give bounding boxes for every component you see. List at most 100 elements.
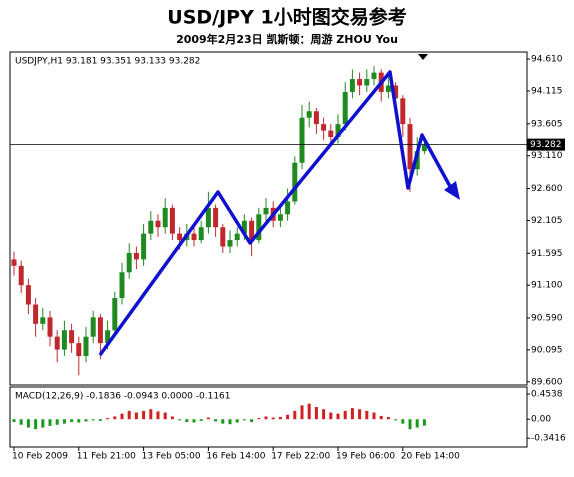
candle-body (83, 336, 89, 357)
y-tick-label: -0.3416 (531, 434, 566, 444)
macd-bar (293, 410, 297, 420)
macd-bar (192, 419, 196, 423)
candle-body (177, 233, 183, 241)
macd-bar (120, 413, 124, 420)
zigzag-line (98, 70, 454, 357)
candle-body (357, 79, 363, 86)
shift-marker (418, 54, 428, 60)
candle-body (169, 207, 175, 234)
candle-body (97, 317, 103, 344)
candle-body (335, 124, 341, 138)
x-tick-label: 11 Feb 21:00 (77, 452, 136, 462)
macd-bar (372, 412, 376, 420)
candle-body (198, 227, 204, 241)
macd-bar (12, 419, 16, 422)
macd-bar (415, 419, 419, 428)
macd-bar (70, 419, 74, 422)
candle-body (61, 330, 67, 350)
candle-body (33, 304, 39, 324)
candle-body (234, 233, 240, 241)
macd-bar (379, 415, 383, 420)
macd-bar (271, 417, 275, 420)
candle-body (126, 252, 132, 273)
candle-body (313, 111, 319, 125)
macd-bar (55, 419, 59, 425)
macd-bar (34, 419, 38, 430)
macd-bar (170, 416, 174, 420)
x-tick-label: 16 Feb 14:00 (206, 452, 265, 462)
candle-body (306, 111, 312, 118)
macd-bar (77, 419, 81, 423)
macd-bar (228, 419, 232, 425)
candle-body (407, 124, 413, 170)
macd-bar (142, 410, 146, 420)
macd-bar (358, 409, 362, 420)
y-tick-label: 92.105 (531, 216, 563, 226)
candle-body (191, 233, 197, 241)
macd-bar (26, 419, 30, 428)
candle-body (371, 72, 377, 80)
candle-body (18, 265, 24, 286)
y-tick-label: 91.100 (531, 281, 563, 291)
x-tick-label: 20 Feb 14:00 (401, 452, 460, 462)
candle-body (213, 207, 219, 228)
candle-body (263, 207, 269, 215)
macd-bar (235, 419, 239, 423)
candle-body (105, 330, 111, 344)
macd-bar (401, 419, 405, 424)
macd-bar (48, 419, 52, 426)
x-tick-label: 13 Feb 05:00 (142, 452, 201, 462)
candle-body (400, 98, 406, 125)
candle-body (299, 117, 305, 163)
candle-body (90, 317, 96, 337)
macd-bar (221, 419, 225, 424)
candle-body (162, 207, 168, 228)
macd-bar (336, 413, 340, 420)
candle-body (385, 85, 391, 92)
y-tick-label: 0.4538 (531, 390, 563, 400)
candle-body (119, 272, 125, 299)
candle-body (249, 220, 255, 241)
macd-bar (84, 419, 88, 422)
macd-bar (343, 410, 347, 420)
zigzag-annotation (98, 70, 460, 357)
candle-body (148, 220, 154, 234)
macd-bar (264, 416, 268, 420)
candle-body (285, 201, 291, 215)
y-tick-label: 94.610 (531, 55, 563, 65)
macd-bar (322, 409, 326, 420)
macd-bar (62, 419, 66, 424)
macd-legend: MACD(12,26,9) -0.1836 -0.0943 0.0000 -0.… (15, 392, 231, 402)
macd-bar (350, 408, 354, 420)
last-price-box (527, 138, 565, 151)
candle-body (321, 124, 327, 131)
candle-body (349, 79, 355, 92)
candle-body (155, 220, 161, 228)
macd-bar (156, 411, 160, 420)
y-tick-label: 92.600 (531, 184, 563, 194)
macd-bar (199, 419, 203, 421)
macd-panel (9, 386, 528, 448)
candle-body (76, 343, 82, 357)
x-tick-label: 10 Feb 2009 (12, 452, 68, 462)
candle-body (227, 240, 233, 247)
candle-body (69, 330, 75, 344)
candle-body (141, 233, 147, 260)
macd-bar (286, 414, 290, 420)
y-tick-label: 93.110 (531, 151, 563, 161)
macd-bar (149, 409, 153, 420)
macd-bar (300, 405, 304, 420)
candle-body (40, 317, 46, 324)
x-tick-label: 19 Feb 06:00 (336, 452, 395, 462)
candle-body (54, 336, 60, 350)
candle-body (421, 144, 427, 152)
macd-bar (242, 419, 246, 421)
macd-bar (422, 419, 426, 426)
candle-body (277, 214, 283, 221)
macd-bar (214, 419, 218, 422)
candle-body (292, 162, 298, 202)
candle-body (25, 285, 31, 305)
y-tick-label: 90.095 (531, 345, 563, 355)
candle-body (220, 227, 226, 247)
